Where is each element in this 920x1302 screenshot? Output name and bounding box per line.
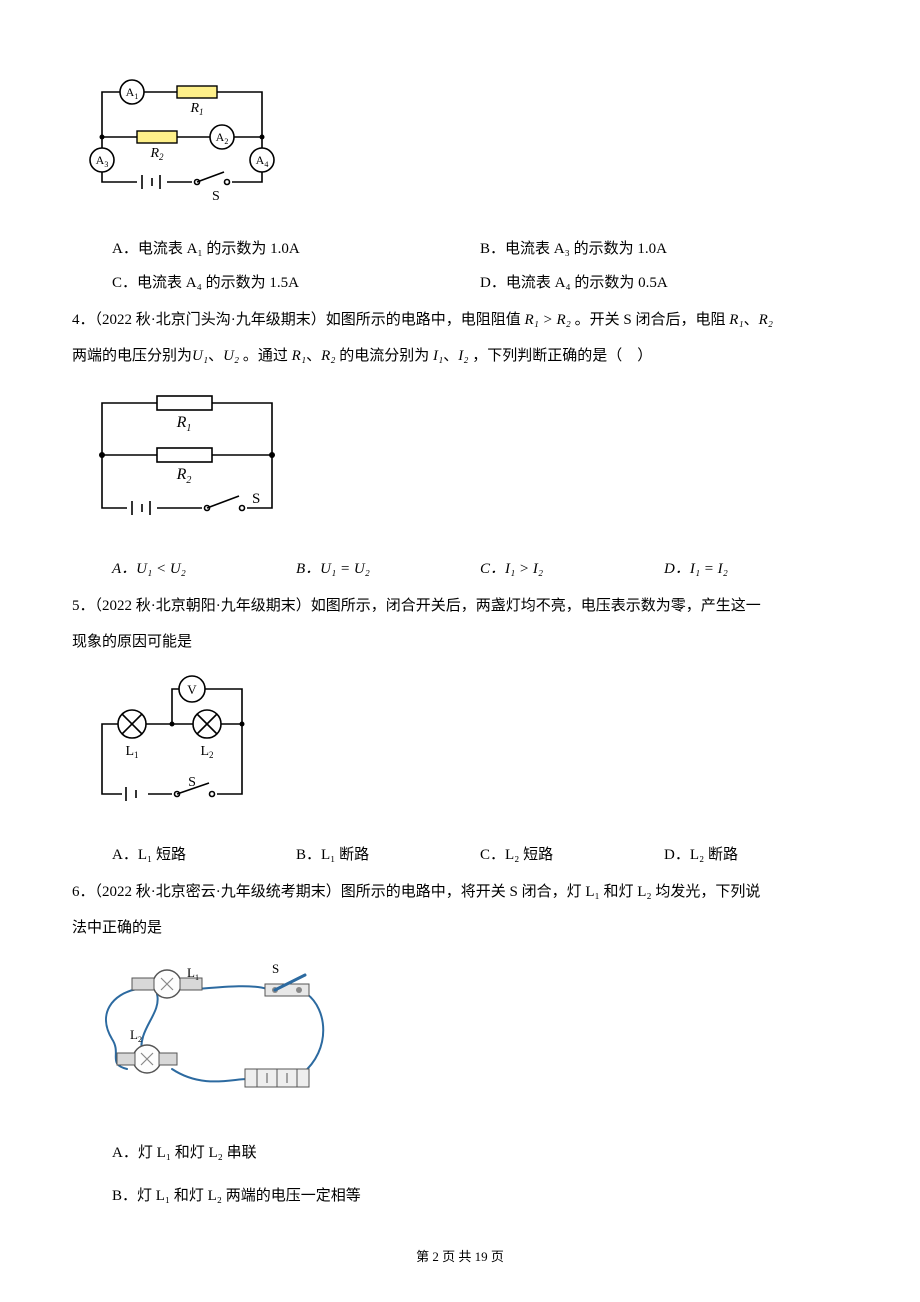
- q5-line2: 现象的原因可能是: [72, 628, 848, 657]
- q3-opt-a: A．电流表 A₁ 的示数为 1.0A: [112, 235, 480, 264]
- q4-line2: 两端的电压分别为U₁、U₂ 。通过 R₁、R₂ 的电流分别为 I₁、I₂ ，下列…: [72, 342, 848, 371]
- svg-text:L2: L2: [130, 1027, 142, 1044]
- q6-sketch: L1 L2 S: [82, 959, 342, 1120]
- q5-opt-a: A．L₁ 短路: [112, 841, 296, 870]
- page-footer: 第 2 页 共 19 页: [0, 1245, 920, 1270]
- svg-text:L2: L2: [200, 744, 213, 760]
- q4-r2b: R₂: [321, 348, 335, 364]
- q3-options-row1: A．电流表 A₁ 的示数为 1.0A B．电流表 A₃ 的示数为 1.0A: [112, 235, 848, 264]
- q3-opt-c: C．电流表 A₄ 的示数为 1.5A: [112, 269, 480, 298]
- q3-circuit: A1 A2 A3 A4 R1 R2 S: [82, 72, 848, 223]
- svg-text:R1: R1: [189, 101, 203, 117]
- q4-line1: 4．（2022 秋·北京门头沟·九年级期末）如图所示的电路中，电阻阻值 R₁ >…: [72, 306, 848, 335]
- q5-line1: 5．（2022 秋·北京朝阳·九年级期末）如图所示，闭合开关后，两盏灯均不亮，电…: [72, 592, 848, 621]
- svg-text:S: S: [252, 491, 260, 507]
- svg-text:L1: L1: [187, 965, 199, 982]
- q4-l2a: 两端的电压分别为: [72, 348, 192, 364]
- q6-opt-b: B．灯 L₁ 和灯 L₂ 两端的电压一定相等: [112, 1182, 848, 1211]
- q5-opt-c: C．L₂ 短路: [480, 841, 664, 870]
- q4-prefix: 4．（2022 秋·北京门头沟·九年级期末）如图所示的电路中，电阻阻值: [72, 312, 525, 328]
- q4-u2: U₂: [223, 348, 239, 364]
- q5-options: A．L₁ 短路 B．L₁ 断路 C．L₂ 短路 D．L₂ 断路: [112, 841, 848, 870]
- q4-opt-a: A．U₁ < U₂: [112, 555, 296, 584]
- svg-text:S: S: [212, 189, 220, 204]
- q4-circuit: R1 R2 S: [82, 383, 848, 544]
- q4-i2: I₂: [458, 348, 468, 364]
- svg-text:R2: R2: [149, 146, 164, 162]
- q4-mid1: 。开关 S 闭合后，电阻: [571, 312, 729, 328]
- q4-opt-c: C．I₁ > I₂: [480, 555, 664, 584]
- q3-opt-b: B．电流表 A₃ 的示数为 1.0A: [480, 235, 848, 264]
- svg-text:S: S: [272, 961, 279, 976]
- q4-r2: R₂: [759, 312, 773, 328]
- q4-l2c: 的电流分别为: [335, 348, 433, 364]
- svg-text:L1: L1: [125, 744, 138, 760]
- svg-text:R2: R2: [176, 466, 192, 486]
- q3-options-row2: C．电流表 A₄ 的示数为 1.5A D．电流表 A₄ 的示数为 0.5A: [112, 269, 848, 298]
- q5-circuit: V L1 L2 S: [82, 669, 848, 830]
- q3-opt-d: D．电流表 A₄ 的示数为 0.5A: [480, 269, 848, 298]
- svg-text:V: V: [187, 682, 197, 697]
- svg-text:S: S: [188, 775, 196, 790]
- q5-opt-b: B．L₁ 断路: [296, 841, 480, 870]
- q4-r1: R₁: [729, 312, 743, 328]
- q6-line1: 6．（2022 秋·北京密云·九年级统考期末）图所示的电路中，将开关 S 闭合，…: [72, 878, 848, 907]
- q4-opt-d: D．I₁ = I₂: [664, 555, 848, 584]
- q4-l2b: 。通过: [239, 348, 292, 364]
- q4-r1b: R₁: [292, 348, 306, 364]
- q6-line2: 法中正确的是: [72, 914, 848, 943]
- q4-options: A．U₁ < U₂ B．U₁ = U₂ C．I₁ > I₂ D．I₁ = I₂: [112, 555, 848, 584]
- q4-opt-b: B．U₁ = U₂: [296, 555, 480, 584]
- svg-text:R1: R1: [176, 414, 192, 434]
- q4-u1: U₁: [192, 348, 208, 364]
- q5-opt-d: D．L₂ 断路: [664, 841, 848, 870]
- q4-tail: ，下列判断正确的是（ ）: [468, 348, 652, 364]
- q4-r1gtr2: R₁ > R₂: [525, 312, 571, 328]
- q4-i1: I₁: [433, 348, 443, 364]
- q6-opt-a: A．灯 L₁ 和灯 L₂ 串联: [112, 1139, 848, 1168]
